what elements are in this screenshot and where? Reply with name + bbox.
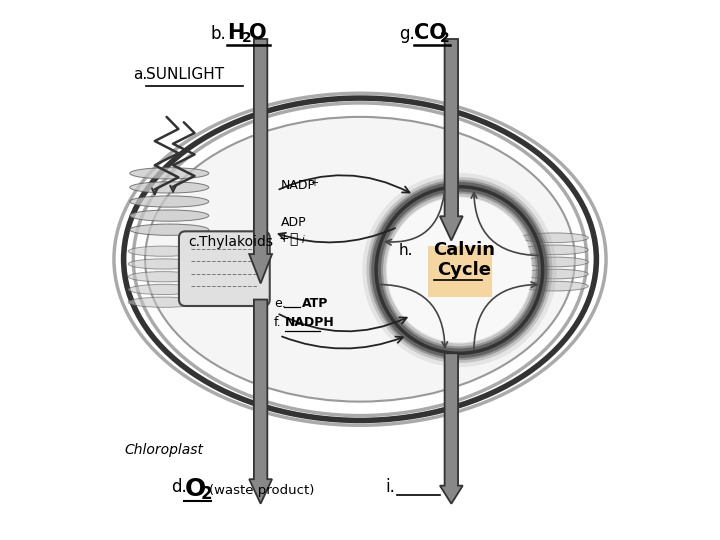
Ellipse shape [128, 272, 199, 282]
Text: Cycle: Cycle [437, 261, 491, 279]
Ellipse shape [130, 210, 209, 221]
Text: e.: e. [274, 296, 286, 309]
FancyArrow shape [440, 39, 463, 240]
Text: Ⓟ: Ⓟ [289, 232, 297, 246]
Text: i.: i. [386, 478, 396, 496]
Text: +: + [279, 232, 289, 245]
FancyArrow shape [249, 39, 272, 284]
FancyArrow shape [249, 300, 272, 504]
Text: Chloroplast: Chloroplast [125, 443, 204, 457]
FancyArrow shape [440, 353, 463, 504]
FancyBboxPatch shape [179, 231, 270, 306]
Text: (waste product): (waste product) [209, 484, 314, 497]
Ellipse shape [128, 259, 199, 269]
Ellipse shape [128, 285, 199, 295]
Text: 2: 2 [200, 485, 212, 503]
Text: SUNLIGHT: SUNLIGHT [146, 68, 225, 82]
Text: g.: g. [399, 25, 415, 43]
FancyBboxPatch shape [428, 246, 492, 298]
Text: f.: f. [274, 316, 282, 329]
Text: 2: 2 [439, 31, 449, 45]
Text: b.: b. [211, 25, 226, 43]
Ellipse shape [130, 224, 209, 235]
Ellipse shape [521, 245, 588, 255]
Text: a.: a. [132, 68, 147, 82]
Text: ADP: ADP [281, 216, 306, 229]
Text: H: H [227, 23, 244, 43]
Circle shape [387, 198, 532, 342]
Text: c.: c. [188, 235, 200, 249]
Ellipse shape [521, 257, 588, 267]
Ellipse shape [521, 269, 588, 279]
Text: +: + [310, 178, 318, 188]
Ellipse shape [130, 182, 209, 193]
Text: i: i [302, 235, 305, 245]
Ellipse shape [130, 167, 209, 179]
Text: d.: d. [171, 478, 186, 496]
Ellipse shape [145, 117, 575, 402]
Text: 2: 2 [242, 31, 251, 45]
Ellipse shape [521, 233, 588, 242]
Text: h.: h. [399, 243, 413, 258]
Text: O: O [249, 23, 267, 43]
Text: O: O [184, 477, 206, 501]
Text: NADP: NADP [281, 179, 315, 192]
Ellipse shape [128, 297, 199, 307]
Text: Thylakoids: Thylakoids [199, 235, 273, 249]
Ellipse shape [130, 196, 209, 207]
Ellipse shape [128, 246, 199, 256]
Text: NADPH: NADPH [285, 316, 335, 329]
Text: Calvin: Calvin [433, 241, 495, 259]
Text: CO: CO [414, 23, 446, 43]
Ellipse shape [521, 281, 588, 291]
Text: ATP: ATP [302, 296, 328, 309]
